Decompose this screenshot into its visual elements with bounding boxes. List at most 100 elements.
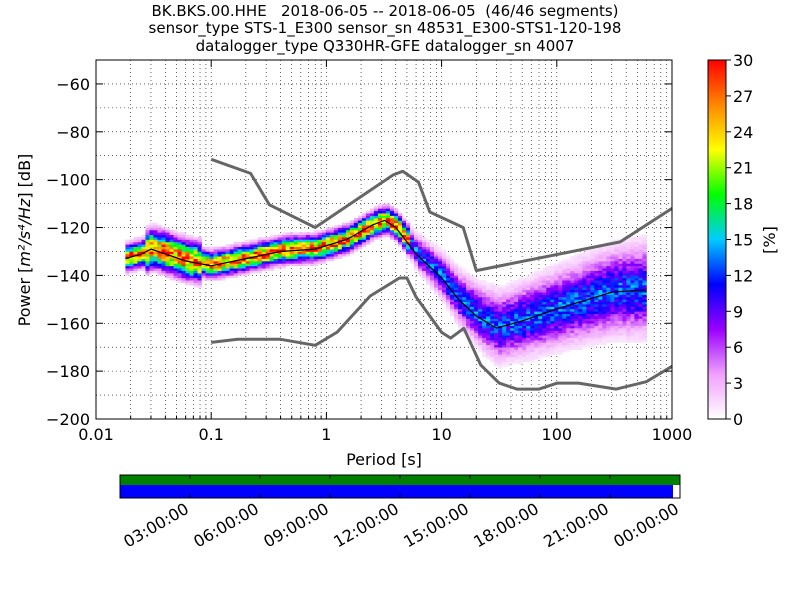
heatmap-cell: [554, 296, 559, 300]
heatmap-cell: [578, 280, 583, 283]
heatmap-cell: [562, 268, 567, 271]
heatmap-cell: [365, 229, 371, 233]
heatmap-cell: [642, 330, 647, 334]
heatmap-cell: [241, 263, 246, 267]
heatmap-cell: [642, 287, 647, 291]
heatmap-cell: [361, 232, 367, 236]
heatmap-cell: [201, 253, 206, 257]
heatmap-cell: [446, 268, 451, 271]
heatmap-cell: [494, 342, 499, 346]
heatmap-cell: [634, 263, 639, 267]
heatmap-cell: [498, 306, 503, 310]
heatmap-cell: [626, 332, 631, 336]
heatmap-cell: [578, 332, 583, 336]
heatmap-cell: [426, 270, 431, 274]
heatmap-cell: [221, 246, 226, 250]
heatmap-cell: [550, 292, 555, 295]
heatmap-cell: [622, 328, 627, 331]
heatmap-cell: [309, 232, 315, 236]
heatmap-cell: [141, 246, 146, 250]
heatmap-cell: [510, 316, 515, 319]
heatmap-cell: [157, 246, 162, 250]
heatmap-cell: [357, 234, 363, 238]
heatmap-cell: [438, 294, 443, 298]
heatmap-cell: [438, 292, 443, 295]
heatmap-cell: [165, 261, 170, 264]
heatmap-cell: [213, 273, 218, 276]
heatmap-cell: [377, 205, 383, 209]
heatmap-cell: [165, 258, 170, 262]
heatmap-cell: [586, 340, 591, 343]
heatmap-cell: [618, 328, 623, 331]
heatmap-cell: [309, 241, 315, 245]
heatmap-cell: [554, 284, 559, 288]
heatmap-cell: [630, 316, 635, 319]
heatmap-cell: [554, 318, 559, 322]
heatmap-cell: [317, 237, 323, 240]
heatmap-cell: [530, 342, 535, 346]
heatmap-cell: [574, 263, 579, 267]
heatmap-cell: [241, 253, 246, 257]
heatmap-cell: [357, 220, 363, 224]
heatmap-cell: [470, 340, 475, 343]
heatmap-cell: [462, 296, 467, 300]
heatmap-cell: [313, 251, 319, 255]
heatmap-cell: [389, 205, 395, 209]
heatmap-cell: [173, 244, 178, 247]
heatmap-cell: [141, 265, 146, 269]
heatmap-cell: [333, 256, 339, 259]
heatmap-cell: [574, 287, 579, 291]
heatmap-cell: [265, 246, 270, 250]
heatmap-cell: [446, 294, 451, 298]
heatmap-cell: [594, 330, 599, 334]
heatmap-cell: [630, 328, 635, 331]
heatmap-cell: [614, 275, 619, 279]
heatmap-cell: [514, 318, 519, 322]
heatmap-cell: [161, 239, 166, 243]
heatmap-cell: [434, 289, 439, 293]
heatmap-cell: [518, 296, 523, 300]
heatmap-cell: [634, 316, 639, 319]
heatmap-cell: [253, 241, 258, 245]
heatmap-cell: [129, 263, 134, 267]
heatmap-cell: [421, 244, 427, 247]
heatmap-cell: [125, 253, 130, 257]
heatmap-cell: [594, 275, 599, 279]
heatmap-cell: [590, 253, 595, 257]
heatmap-cell: [269, 249, 275, 252]
heatmap-cell: [610, 325, 615, 329]
heatmap-cell: [602, 320, 607, 324]
heatmap-cell: [582, 325, 587, 329]
heatmap-cell: [405, 229, 411, 233]
heatmap-cell: [546, 354, 551, 358]
heatmap-cell: [522, 296, 527, 300]
heatmap-cell: [417, 244, 423, 247]
heatmap-cell: [149, 246, 154, 250]
heatmap-cell: [574, 273, 579, 276]
heatmap-cell: [381, 203, 387, 207]
heatmap-cell: [434, 273, 439, 276]
heatmap-cell: [550, 340, 555, 343]
heatmap-cell: [550, 275, 555, 279]
heatmap-cell: [478, 328, 483, 331]
heatmap-cell: [381, 210, 387, 214]
heatmap-cell: [550, 337, 555, 341]
heatmap-cell: [518, 289, 523, 293]
heatmap-cell: [610, 328, 615, 331]
heatmap-cell: [430, 277, 435, 281]
heatmap-cell: [578, 258, 583, 262]
heatmap-cell: [618, 304, 623, 307]
heatmap-cell: [542, 330, 547, 334]
heatmap-cell: [510, 318, 515, 322]
heatmap-cell: [305, 258, 311, 262]
heatmap-cell: [598, 277, 603, 281]
colorbar-tick-label: 27: [733, 87, 753, 106]
heatmap-cell: [373, 234, 379, 238]
heatmap-cell: [538, 340, 543, 343]
heatmap-cell: [642, 289, 647, 293]
heatmap-cell: [177, 256, 182, 259]
heatmap-cell: [229, 256, 234, 259]
heatmap-cell: [474, 318, 479, 322]
heatmap-cell: [426, 253, 431, 257]
heatmap-cell: [209, 270, 214, 274]
